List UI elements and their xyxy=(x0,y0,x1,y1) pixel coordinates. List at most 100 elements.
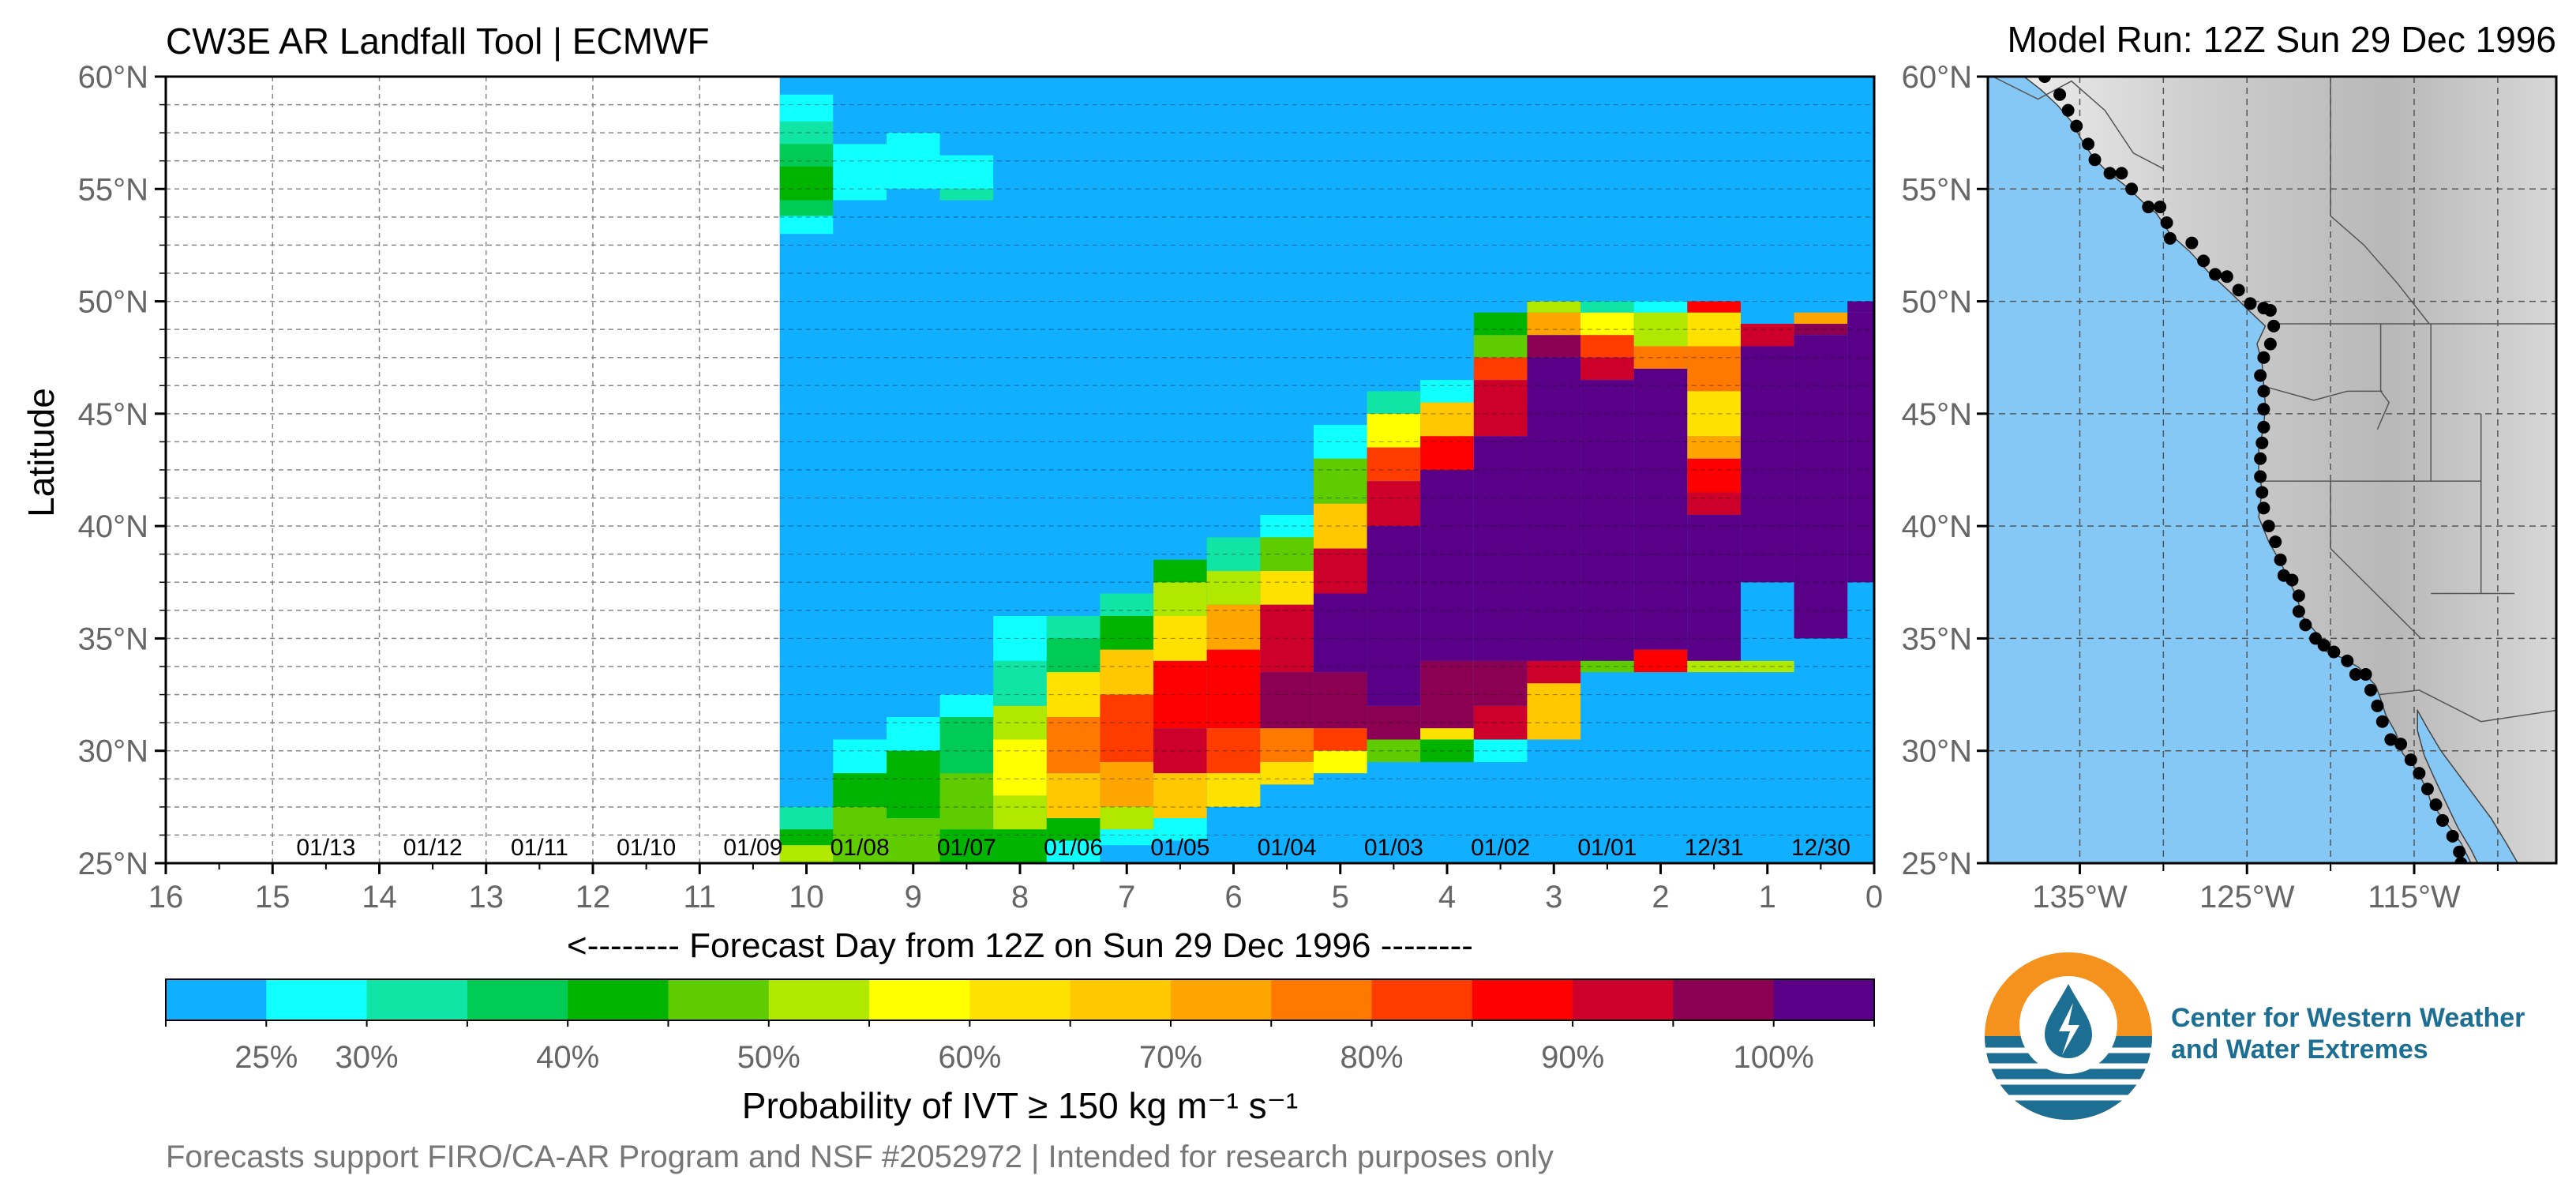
heatmap-cell xyxy=(1100,615,1154,650)
map-x-tick-label: 135°W xyxy=(2032,880,2128,914)
date-label: 01/07 xyxy=(937,835,996,861)
heatmap-cell xyxy=(779,144,834,167)
landfall-point xyxy=(2327,645,2341,659)
landfall-point xyxy=(2257,501,2270,515)
landfall-point xyxy=(2142,201,2155,214)
colorbar-label: Probability of IVT ≥ 150 kg m⁻¹ s⁻¹ xyxy=(742,1085,1298,1126)
colorbar-tick-label: 60% xyxy=(938,1040,1001,1075)
heatmap-cell xyxy=(1206,571,1261,605)
x-tick-label: 5 xyxy=(1332,880,1349,914)
landfall-point xyxy=(2384,733,2398,746)
logo-text-line2: and Water Extremes xyxy=(2171,1035,2428,1065)
heatmap-cell xyxy=(1580,357,1634,381)
heatmap-cell xyxy=(833,773,887,807)
date-label: 01/11 xyxy=(511,835,568,861)
landfall-point xyxy=(2274,553,2287,566)
colorbar-tick-label: 25% xyxy=(234,1040,298,1075)
map-x-ticks: 135°W 125°W 115°W xyxy=(2032,863,2499,914)
heatmap-cell xyxy=(1687,492,1741,515)
heatmap-cell xyxy=(1260,728,1314,762)
heatmap-cell xyxy=(1740,660,1794,673)
map-y-tick-label: 60°N xyxy=(1902,60,1972,95)
y-tick-label: 55°N xyxy=(78,172,148,207)
map-y-ticks: 25°N 30°N 35°N 40°N 45°N 50°N 55°N 60°N xyxy=(1902,60,1988,881)
date-label: 01/05 xyxy=(1150,835,1209,861)
landfall-point xyxy=(2154,201,2167,214)
heatmap-cell xyxy=(1687,436,1741,459)
heatmap-cell xyxy=(1313,425,1367,459)
heatmap-cell xyxy=(1420,402,1474,437)
y-tick-label: 40°N xyxy=(78,509,148,544)
heatmap-cell xyxy=(1687,660,1741,673)
landfall-point xyxy=(2209,268,2222,281)
landfall-point xyxy=(2394,738,2408,751)
heatmap-cell xyxy=(1580,380,1634,661)
colorbar: 25% 30% 40% 50% 60% 70% 80% 90% 100% Probability… xyxy=(165,978,1875,1126)
footer-note: Forecasts support FIRO/CA-AR Program and… xyxy=(166,1140,1554,1174)
heatmap-cell xyxy=(1473,357,1528,381)
heatmap-cell xyxy=(833,144,887,201)
gulf-of-california xyxy=(2417,709,2519,863)
landfall-point xyxy=(2454,857,2468,863)
heatmap-cell xyxy=(993,829,1047,863)
heatmap-cell xyxy=(1473,660,1528,706)
landfall-point xyxy=(2197,254,2210,268)
landfall-point xyxy=(2429,798,2443,812)
landfall-point xyxy=(2292,589,2305,603)
heatmap-cell xyxy=(1153,660,1207,729)
heatmap-cell xyxy=(779,829,834,846)
heatmap-cell xyxy=(886,133,940,190)
colorbar-tick-label: 100% xyxy=(1734,1040,1814,1075)
heatmap-cell xyxy=(1527,357,1581,661)
model-run-label: Model Run: 12Z Sun 29 Dec 1996 xyxy=(2007,19,2556,60)
heatmap-cell xyxy=(1420,660,1474,729)
heatmap-cell xyxy=(1153,559,1207,583)
heatmap-cell xyxy=(939,773,994,830)
heatmap-cell xyxy=(779,166,834,201)
colorbar-tick-label: 50% xyxy=(737,1040,801,1075)
x-tick-label: 16 xyxy=(148,880,184,914)
heatmap-cell xyxy=(1473,312,1528,336)
landfall-point xyxy=(2453,845,2466,858)
heatmap-cell xyxy=(1740,346,1794,583)
y-tick-label: 60°N xyxy=(78,60,148,95)
colorbar-swatch xyxy=(969,979,1071,1020)
date-label: 01/10 xyxy=(617,835,676,861)
map-frame xyxy=(1986,75,2558,865)
x-tick-label: 11 xyxy=(683,880,716,914)
heatmap-cell xyxy=(1687,301,1741,313)
heatmap-cell xyxy=(779,200,834,216)
map-y-tick-label: 35°N xyxy=(1902,622,1972,656)
heatmap-cell xyxy=(1527,312,1581,336)
x-tick-label: 2 xyxy=(1652,880,1669,914)
colorbar-swatch xyxy=(1472,979,1573,1020)
colorbar-swatch xyxy=(768,979,870,1020)
heatmap-cell xyxy=(1153,773,1207,819)
landfall-point xyxy=(2263,337,2277,351)
heatmap-cell xyxy=(1420,380,1474,403)
heatmap-cell xyxy=(1313,728,1367,751)
heatmap-cell xyxy=(1260,761,1314,785)
heatmap-cell xyxy=(939,717,994,774)
heatmap-cell xyxy=(1473,436,1528,661)
heatmap-cell xyxy=(1313,548,1367,594)
x-tick-label: 3 xyxy=(1545,880,1562,914)
heatmap-cell xyxy=(1046,638,1101,673)
landfall-point xyxy=(2317,638,2330,652)
heatmap-cell xyxy=(1687,346,1741,392)
colorbar-swatch xyxy=(869,979,970,1020)
colorbar-swatch xyxy=(1170,979,1272,1020)
landfall-point xyxy=(2292,605,2305,618)
heatmap-cell xyxy=(1046,672,1101,718)
heatmap-cell xyxy=(1046,818,1101,841)
heatmap-cell xyxy=(1206,728,1261,774)
heatmap-cell xyxy=(1420,728,1474,740)
heatmap-cell xyxy=(993,615,1047,661)
colorbar-tick-label: 90% xyxy=(1541,1040,1604,1075)
heatmap-cell xyxy=(993,795,1047,830)
landfall-point xyxy=(2349,667,2362,681)
date-label: 01/04 xyxy=(1258,835,1317,861)
date-label: 01/08 xyxy=(831,835,890,861)
heatmap-cell xyxy=(1153,582,1207,616)
heatmap-cell xyxy=(779,806,834,830)
